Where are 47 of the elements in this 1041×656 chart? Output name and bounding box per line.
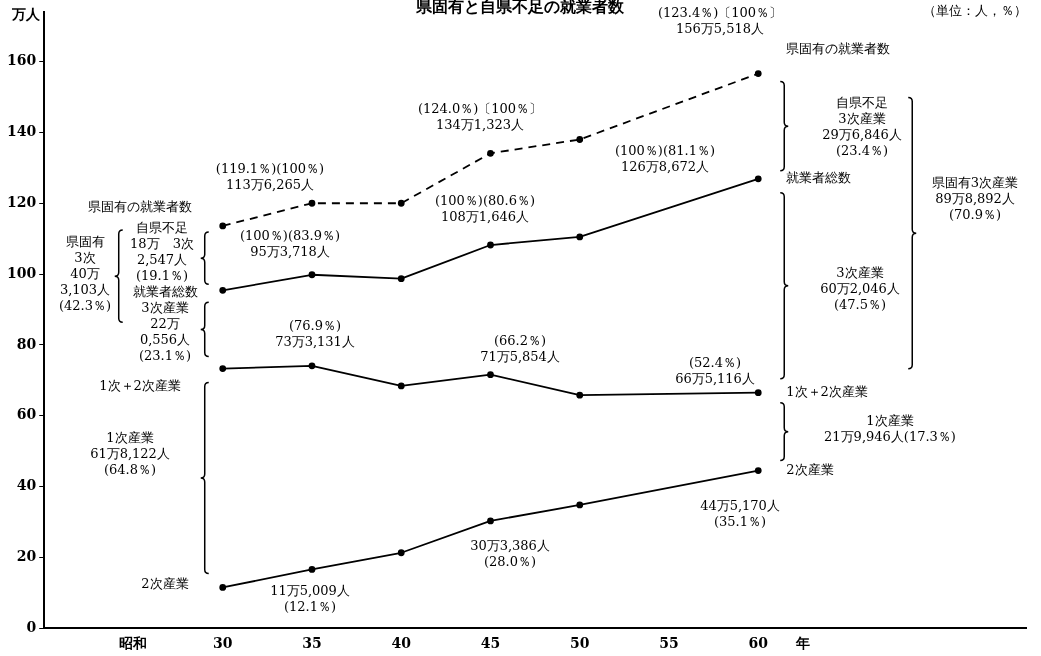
y-tick-label: 100 — [6, 264, 37, 281]
annotation: 11万5,009人 (12.1％) — [270, 583, 350, 615]
annotation: (66.2％) 71万5,854人 — [480, 333, 560, 365]
x-tick-label: 昭和 — [119, 635, 148, 652]
annotation: (52.4％) 66万5,116人 — [675, 355, 755, 387]
y-tick-label: 60 — [16, 406, 37, 423]
y-tick-label: 0 — [26, 618, 37, 635]
y-tick-label: 40 — [16, 477, 37, 494]
y-tick-label: 160 — [6, 52, 37, 69]
text: 就業者総数 — [786, 170, 852, 186]
y-tick-label: 80 — [16, 335, 37, 352]
text: 1次＋2次産業 — [786, 384, 868, 400]
annotation: 30万3,386人 (28.0％) — [470, 538, 550, 570]
annotation: 県固有3次産業 89万8,892人 (70.9％) — [931, 175, 1019, 223]
annotation: 県固有 3次 40万 3,103人 (42.3％) — [58, 234, 112, 314]
y-axis-title: 万人 — [11, 5, 42, 22]
annotation: (100％)(80.6％) 108万1,646人 — [434, 193, 536, 225]
annotation: (119.1％)(100％) 113万6,265人 — [215, 161, 325, 193]
y-tick-label: 140 — [6, 123, 37, 140]
annotation: 就業者総数 3次産業 22万 0,556人 (23.1％) — [132, 284, 198, 364]
y-tick-label: 20 — [16, 548, 37, 565]
annotation: 県固有の就業者数 — [88, 199, 192, 215]
text: 2次産業 — [786, 461, 834, 477]
annotation: 3次産業 60万2,046人 (47.5％) — [820, 265, 900, 313]
annotation: 1次産業 61万8,122人 (64.8％) — [90, 430, 170, 478]
annotation: 2次産業 — [141, 576, 189, 592]
annotation: (123.4％)〔100％〕 156万5,518人 — [657, 5, 783, 37]
annotation: 自県不足 3次産業 29万6,846人 (23.4％) — [822, 95, 902, 159]
x-tick-label: 40 — [391, 635, 412, 652]
annotation: (76.9％) 73万3,131人 — [275, 318, 355, 350]
x-tick-label: 30 — [212, 635, 233, 652]
x-tick-label: 60 — [748, 635, 769, 652]
annotation: 1次＋2次産業 — [99, 378, 181, 394]
annotation: 自県不足 18万 3次 2,547人 (19.1％) — [130, 220, 194, 284]
annotation: 44万5,170人 (35.1％) — [700, 498, 780, 530]
x-tick-label: 45 — [480, 635, 501, 652]
annotation: (100％)(81.1％) 126万8,672人 — [614, 143, 716, 175]
annotation: 1次産業 21万9,946人(17.3％) — [824, 413, 956, 445]
x-tick-label: 年 — [794, 635, 810, 652]
x-tick-label: 35 — [302, 635, 322, 652]
x-tick-label: 50 — [570, 635, 590, 652]
annotation: (100％)(83.9％) 95万3,718人 — [239, 228, 341, 260]
y-tick-label: 120 — [6, 193, 37, 210]
annotation: （単位：人，％） — [923, 2, 1027, 20]
text: 県固有の就業者数 — [786, 40, 891, 56]
annotation: (124.0％)〔100％〕 134万1,323人 — [417, 101, 543, 133]
x-tick-label: 55 — [659, 635, 679, 652]
